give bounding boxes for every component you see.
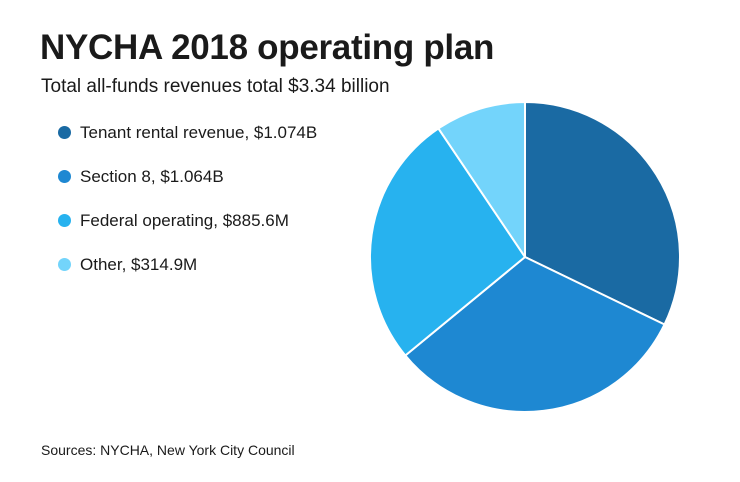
chart-title: NYCHA 2018 operating plan <box>40 28 495 67</box>
pie-slice-tenant-rental-revenue <box>524 101 681 326</box>
legend-label-section-8: Section 8, $1.064B <box>80 166 224 186</box>
legend-swatch-section-8 <box>58 170 71 183</box>
legend-label-tenant-rental-revenue: Tenant rental revenue, $1.074B <box>80 122 318 142</box>
legend: Tenant rental revenue, $1.074B Section 8… <box>58 120 317 296</box>
pie-slice-other <box>437 101 526 258</box>
pie-slice-section-8 <box>404 256 666 413</box>
pie-slice-federal-operating <box>369 127 526 357</box>
legend-item-federal-operating: Federal operating, $885.6M <box>58 208 317 233</box>
legend-item-tenant-rental-revenue: Tenant rental revenue, $1.074B <box>58 120 317 145</box>
legend-label-federal-operating: Federal operating, $885.6M <box>80 210 289 230</box>
legend-item-section-8: Section 8, $1.064B <box>58 164 317 189</box>
chart-subtitle: Total all-funds revenues total $3.34 bil… <box>41 76 390 97</box>
legend-swatch-federal-operating <box>58 214 71 227</box>
legend-label-other: Other, $314.9M <box>80 254 198 274</box>
legend-swatch-other <box>58 258 71 271</box>
legend-item-other: Other, $314.9M <box>58 252 317 277</box>
legend-swatch-tenant-rental-revenue <box>58 126 71 139</box>
source-note: Sources: NYCHA, New York City Council <box>41 442 295 458</box>
pie-chart <box>369 101 681 413</box>
